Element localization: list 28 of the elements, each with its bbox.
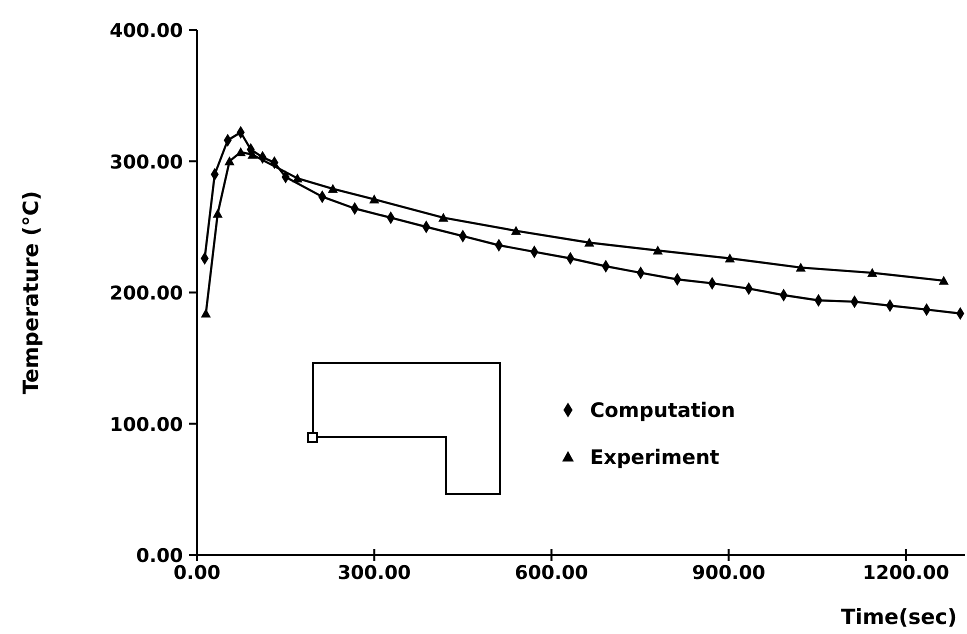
point <box>796 262 806 272</box>
point <box>328 184 338 193</box>
point <box>236 147 246 156</box>
legend-label: Computation <box>590 398 736 422</box>
y-tick-label: 400.00 <box>110 20 183 42</box>
x-tick-label: 0.00 <box>174 562 220 584</box>
x-tick-label: 600.00 <box>514 562 588 584</box>
point <box>200 308 211 318</box>
x-tick-label: 900.00 <box>692 562 766 584</box>
point <box>938 276 949 285</box>
point <box>724 253 735 262</box>
point <box>438 212 448 222</box>
x-tick-label: 300.00 <box>338 562 411 584</box>
point <box>224 156 234 166</box>
y-tick-label: 200.00 <box>110 282 183 304</box>
point <box>584 238 594 247</box>
point <box>292 173 302 182</box>
legend-label: Experiment <box>590 445 720 469</box>
point <box>212 208 223 218</box>
point <box>652 246 663 254</box>
point <box>369 194 380 204</box>
point <box>867 268 878 277</box>
x-tick-label: 1200.00 <box>862 562 950 584</box>
point <box>511 226 522 235</box>
x-axis-title: Time(sec) <box>840 605 957 629</box>
y-tick-label: 300.00 <box>110 151 183 174</box>
y-axis-title: Temperature (°C) <box>19 190 43 394</box>
y-tick-label: 100.00 <box>110 414 183 436</box>
